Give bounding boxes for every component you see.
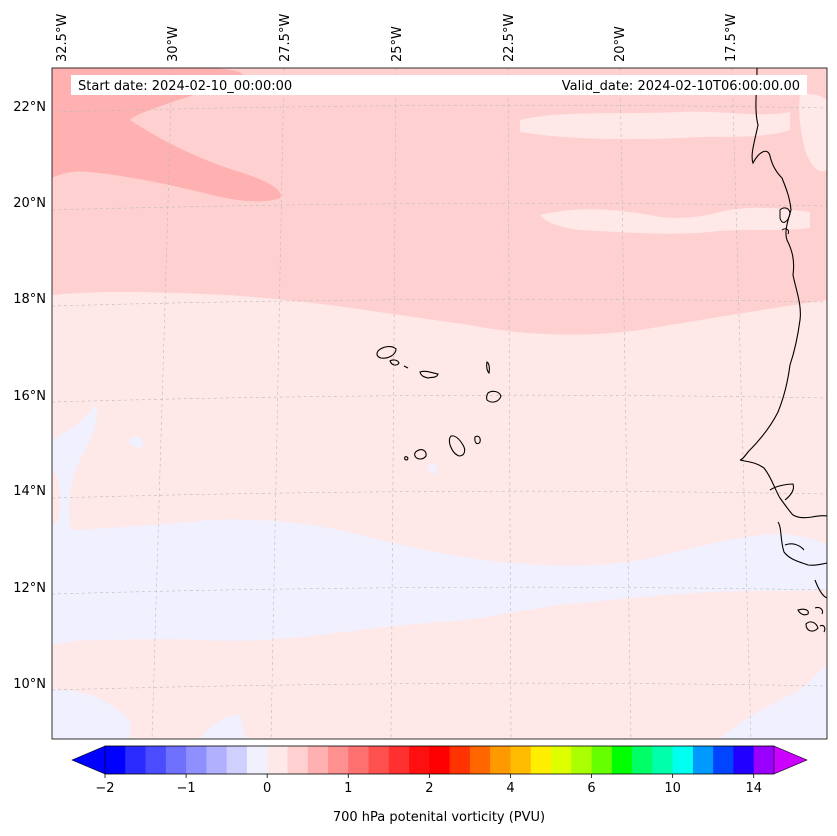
colorbar-swatch [692, 746, 714, 774]
colorbar-swatch [246, 746, 268, 774]
island-fogo [414, 449, 427, 460]
colorbar-extend-low [72, 746, 105, 774]
info-box [71, 75, 807, 95]
pv-negative-pocket-west [52, 470, 60, 525]
pv-negative-s [200, 715, 250, 739]
pv-pocket-3 [799, 93, 827, 172]
colorbar-tick-label: −1 [177, 781, 196, 796]
colorbar-tick-label: 4 [506, 781, 514, 796]
lat-label: 14°N [13, 484, 46, 499]
colorbar-swatch [733, 746, 755, 774]
lat-label: 22°N [13, 100, 46, 115]
colorbar-ticks: −2 −1 0 1 2 4 6 10 14 [95, 774, 762, 796]
lat-label: 18°N [13, 292, 46, 307]
gridlines [52, 68, 827, 739]
colorbar-swatch [328, 746, 349, 774]
colorbar-swatch [672, 746, 694, 774]
lon-label: 32.5°W [55, 14, 70, 62]
colorbar-tick-label: −2 [95, 781, 114, 796]
island-santo-antao [376, 346, 397, 359]
colorbar-swatch [429, 746, 451, 774]
pv-band-light-south [52, 240, 230, 295]
colorbar-swatch [409, 746, 430, 774]
colorbar-swatch [713, 746, 734, 774]
plot-area [52, 68, 827, 739]
cape-verde-islands [376, 346, 502, 461]
colorbar-swatch [368, 746, 390, 774]
pv-pocket-2 [540, 207, 810, 234]
pv-band-strong [52, 68, 281, 202]
colorbar-swatch [145, 746, 167, 774]
colorbar-tick-label: 14 [745, 781, 762, 796]
island-sal [486, 361, 490, 375]
lon-label: 20°W [613, 26, 628, 62]
island-santiago [448, 435, 466, 457]
island-brava [404, 456, 409, 461]
colorbar-swatch [186, 746, 207, 774]
island-sao-nicolau [419, 370, 439, 379]
island-santa-luzia [403, 365, 409, 369]
colorbar-swatch [206, 746, 228, 774]
pv-negative-sw [52, 689, 130, 739]
africa-coastline [739, 68, 827, 633]
colorbar-swatch [449, 746, 471, 774]
colorbar-tick-label: 2 [425, 781, 433, 796]
pv-negative-spot [128, 436, 144, 448]
colorbar: −2 −1 0 1 2 4 6 10 14 700 hPa potenital vorticit… [71, 745, 808, 825]
colorbar-tick-label: 0 [263, 781, 271, 796]
colorbar-swatch [165, 746, 187, 774]
pv-negative-se [720, 665, 827, 739]
start-date-label: Start date: 2024-02-10_00:00:00 [78, 79, 292, 94]
lat-label: 16°N [13, 389, 46, 404]
colorbar-swatch [226, 746, 248, 774]
colorbar-swatch [753, 746, 775, 774]
colorbar-swatch [632, 746, 653, 774]
colorbar-swatch [591, 746, 613, 774]
pv-pocket-1 [520, 111, 790, 140]
island-boa-vista [486, 390, 502, 403]
colorbar-swatch [490, 746, 511, 774]
colorbar-tick-label: 6 [587, 781, 595, 796]
lon-label: 27.5°W [278, 14, 293, 62]
lon-label: 30°W [166, 26, 181, 62]
colorbar-swatch [125, 746, 147, 774]
lon-label: 25°W [390, 26, 405, 62]
lat-label: 12°N [13, 581, 46, 596]
colorbar-swatch [348, 746, 370, 774]
colorbar-swatch [105, 746, 126, 774]
canary-island [779, 207, 791, 235]
valid-date-label: Valid_date: 2024-02-10T06:00:00.00 [562, 79, 800, 94]
colorbar-tick-label: 10 [664, 781, 681, 796]
pv-negative-region [52, 405, 827, 645]
lon-label: 17.5°W [724, 14, 739, 62]
longitude-labels: 32.5°W 30°W 27.5°W 25°W 22.5°W 20°W 17.5… [55, 14, 739, 62]
colorbar-swatch [287, 746, 309, 774]
colorbar-swatch [307, 746, 329, 774]
colorbar-swatch [611, 746, 633, 774]
island-maio [474, 435, 481, 445]
colorbar-extend-high [774, 746, 807, 774]
lon-label: 22.5°W [502, 14, 517, 62]
pv-negative-spot-2 [427, 464, 437, 474]
colorbar-swatch [571, 746, 593, 774]
colorbar-tick-label: 1 [344, 781, 352, 796]
latitude-labels: 22°N 20°N 18°N 16°N 14°N 12°N 10°N [13, 100, 46, 692]
colorbar-swatch [469, 746, 491, 774]
colorbar-swatch [551, 746, 572, 774]
lat-label: 10°N [13, 677, 46, 692]
colorbar-swatch [267, 746, 288, 774]
colorbar-swatch [388, 746, 410, 774]
colorbar-swatches [105, 746, 775, 774]
colorbar-swatch [510, 746, 532, 774]
plot-frame [51, 67, 828, 740]
lat-label: 20°N [13, 196, 46, 211]
island-sao-vicente [389, 359, 400, 366]
colorbar-label: 700 hPa potenital vorticity (PVU) [333, 810, 545, 825]
colorbar-swatch [652, 746, 674, 774]
colorbar-swatch [530, 746, 552, 774]
